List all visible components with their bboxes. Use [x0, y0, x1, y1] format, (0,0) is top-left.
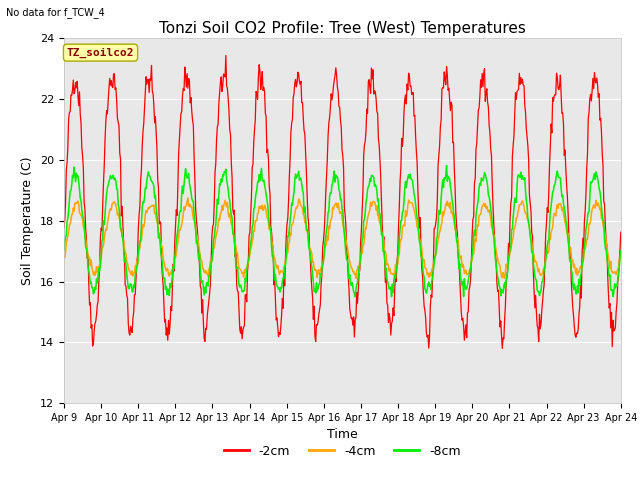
- -8cm: [60, 248, 68, 253]
- -8cm: [443, 163, 451, 168]
- -4cm: [214, 222, 222, 228]
- Line: -2cm: -2cm: [64, 56, 621, 348]
- -8cm: [351, 294, 359, 300]
- Text: TZ_soilco2: TZ_soilco2: [67, 48, 134, 58]
- -4cm: [411, 210, 419, 216]
- -4cm: [185, 203, 193, 209]
- -2cm: [60, 225, 68, 231]
- -2cm: [127, 327, 135, 333]
- -4cm: [500, 276, 508, 281]
- -8cm: [617, 248, 625, 253]
- Line: -4cm: -4cm: [64, 198, 621, 278]
- -2cm: [499, 346, 506, 351]
- Text: No data for f_TCW_4: No data for f_TCW_4: [6, 7, 105, 18]
- -2cm: [70, 91, 78, 96]
- -2cm: [617, 229, 625, 235]
- -2cm: [222, 53, 230, 59]
- -8cm: [184, 174, 192, 180]
- -2cm: [411, 112, 419, 118]
- -8cm: [127, 282, 135, 288]
- -4cm: [428, 273, 435, 279]
- -8cm: [214, 196, 221, 202]
- -4cm: [127, 272, 135, 278]
- -2cm: [184, 85, 192, 91]
- -8cm: [428, 287, 435, 292]
- -2cm: [428, 292, 435, 298]
- Legend: -2cm, -4cm, -8cm: -2cm, -4cm, -8cm: [219, 440, 466, 463]
- Y-axis label: Soil Temperature (C): Soil Temperature (C): [22, 156, 35, 285]
- -8cm: [411, 195, 419, 201]
- -8cm: [70, 164, 78, 170]
- Title: Tonzi Soil CO2 Profile: Tree (West) Temperatures: Tonzi Soil CO2 Profile: Tree (West) Temp…: [159, 21, 526, 36]
- X-axis label: Time: Time: [327, 429, 358, 442]
- -2cm: [214, 124, 221, 130]
- -4cm: [60, 254, 68, 260]
- -4cm: [184, 195, 192, 201]
- -4cm: [70, 208, 78, 214]
- Line: -8cm: -8cm: [64, 166, 621, 297]
- -4cm: [617, 252, 625, 258]
